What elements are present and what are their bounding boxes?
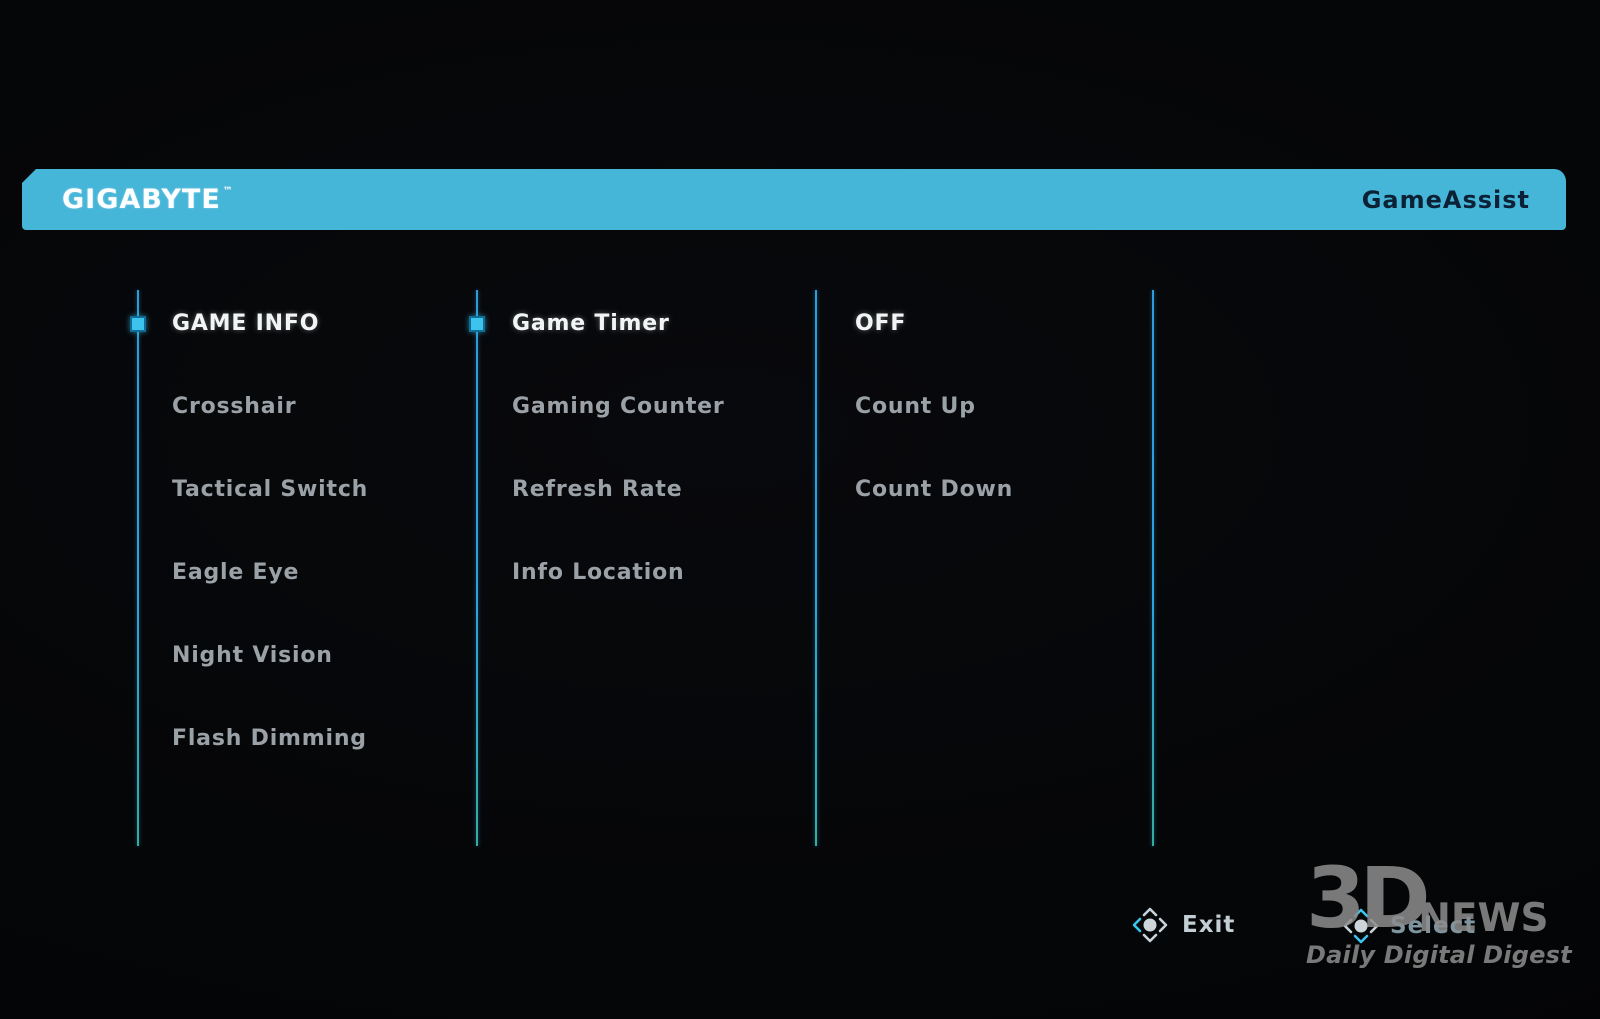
menu-item-off[interactable]: OFF [855,311,907,336]
joystick-select-icon [1338,903,1384,949]
column-divider-2 [476,290,478,846]
menu-item-info-location[interactable]: Info Location [512,560,685,585]
menu-item-night-vision[interactable]: Night Vision [172,643,333,668]
selection-marker-features [130,316,146,332]
exit-hint-label: Exit [1182,912,1236,938]
menu-item-gaming-counter[interactable]: Gaming Counter [512,394,725,419]
page-title: GameAssist [1361,185,1530,214]
menu-item-flash-dimming[interactable]: Flash Dimming [172,726,367,751]
selection-marker-options [469,316,485,332]
menu-item-game-timer[interactable]: Game Timer [512,311,670,336]
trademark-symbol: ™ [222,186,234,197]
menu-item-eagle-eye[interactable]: Eagle Eye [172,560,300,585]
column-divider-1 [137,290,139,846]
menu-item-refresh-rate[interactable]: Refresh Rate [512,477,683,502]
menu-item-crosshair[interactable]: Crosshair [172,394,297,419]
column-divider-4 [1152,290,1154,846]
joystick-exit-icon [1127,902,1173,948]
column-divider-3 [815,290,817,846]
header-bar: GIGABYTE ™ GameAssist [22,169,1566,230]
menu-item-game-info[interactable]: GAME INFO [172,311,320,336]
brand-text: GIGABYTE [62,184,221,215]
select-hint-label: Select [1390,913,1477,939]
menu-item-count-down[interactable]: Count Down [855,477,1014,502]
brand-logo: GIGABYTE ™ [62,184,234,215]
menu-item-tactical-switch[interactable]: Tactical Switch [172,477,369,502]
menu-item-count-up[interactable]: Count Up [855,394,976,419]
